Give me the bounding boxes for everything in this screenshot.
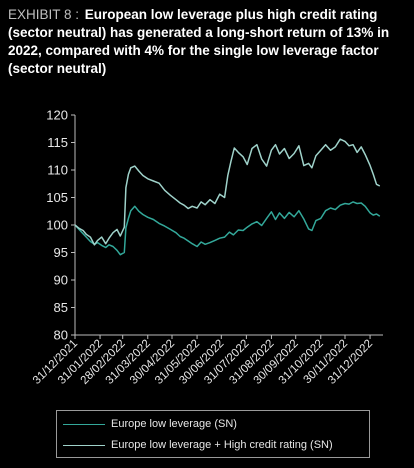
legend-item-low-leverage: Europe low leverage (SN) — [63, 417, 237, 431]
chart-legend: Europe low leverage (SN) Europe low leve… — [56, 410, 370, 458]
legend-item-low-leverage-high-credit: Europe low leverage + High credit rating… — [63, 438, 333, 452]
line-chart: 8085909510010511011512031/12/202131/01/2… — [31, 108, 383, 387]
y-tick-label: 80 — [54, 328, 68, 343]
legend-label-low-leverage-high-credit: Europe low leverage + High credit rating… — [111, 439, 333, 451]
y-tick-label: 115 — [47, 135, 68, 150]
exhibit-title-text: European low leverage plus high credit r… — [8, 7, 390, 76]
legend-label-low-leverage: Europe low leverage (SN) — [111, 418, 237, 430]
exhibit-title: EXHIBIT 8 : European low leverage plus h… — [8, 6, 408, 78]
chart-series — [74, 138, 381, 256]
series-line-0 — [74, 201, 381, 256]
y-tick-label: 100 — [46, 218, 68, 233]
y-tick-label: 120 — [46, 108, 68, 123]
y-tick-label: 110 — [47, 163, 68, 178]
y-tick-label: 105 — [46, 190, 68, 205]
y-tick-label: 95 — [54, 245, 68, 260]
legend-swatch-low-leverage-high-credit — [63, 444, 105, 446]
y-tick-label: 85 — [54, 300, 68, 315]
legend-swatch-low-leverage — [63, 423, 105, 425]
series-line-1 — [74, 138, 381, 246]
y-tick-label: 90 — [54, 273, 68, 288]
exhibit-label: EXHIBIT 8 : — [8, 7, 80, 22]
